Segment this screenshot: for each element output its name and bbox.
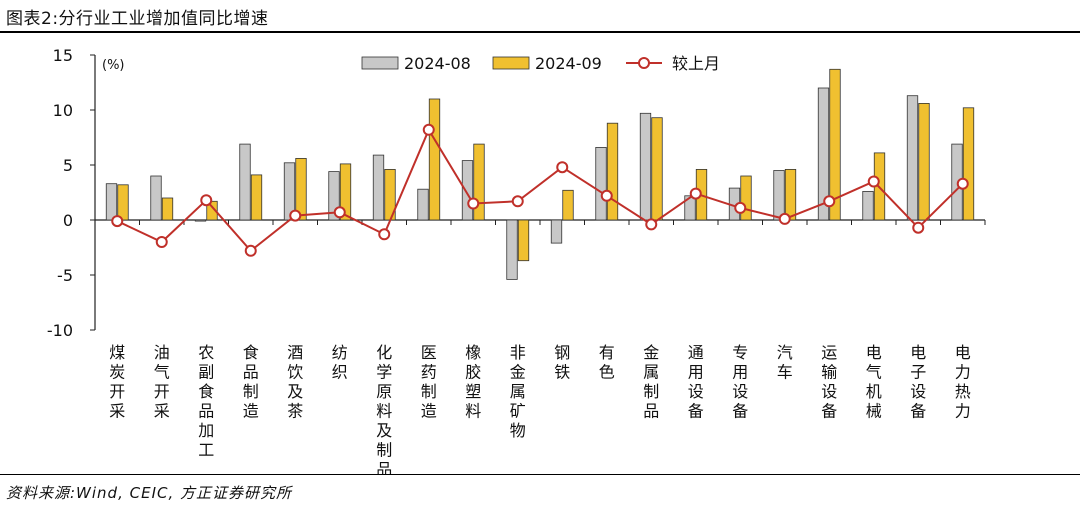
point-较上月 — [734, 201, 747, 214]
category-label: 运输设备 — [821, 343, 837, 421]
bar-2024-08 — [595, 146, 607, 221]
bar-2024-08 — [862, 190, 874, 221]
bar-2024-09 — [517, 219, 530, 262]
bar-2024-09 — [918, 103, 930, 221]
category-label: 油气开采 — [154, 343, 170, 421]
point-较上月 — [912, 221, 925, 234]
category-label: 有色 — [599, 343, 615, 382]
point-较上月 — [378, 228, 391, 241]
bar-2024-08 — [194, 219, 207, 222]
chart-area: 15 10 5 0 -5 -10 (%) 煤炭开采 油气开采 农副食品加工 食品制造 酒饮及茶 纺织化学… — [47, 46, 986, 474]
line-较上月 — [116, 127, 964, 253]
bar-2024-09 — [295, 157, 307, 221]
y-tick-label: 15 — [53, 46, 73, 65]
bar-2024-08 — [461, 160, 474, 221]
y-tick-label: -5 — [57, 266, 73, 285]
bar-2024-08 — [906, 95, 919, 221]
bar-2024-09 — [962, 107, 975, 221]
category-label: 橡胶塑料 — [465, 343, 481, 421]
y-tick-label: 0 — [63, 211, 73, 230]
bar-2024-08 — [150, 175, 162, 221]
point-较上月 — [467, 197, 480, 210]
bar-2024-09 — [784, 168, 797, 221]
bar-2024-08 — [639, 112, 652, 221]
bar-2024-09 — [473, 143, 485, 221]
point-较上月 — [689, 187, 702, 200]
point-较上月 — [289, 209, 302, 222]
bar-2024-08 — [105, 183, 118, 221]
bar-2024-09 — [606, 122, 619, 221]
bar-2024-08 — [239, 143, 251, 221]
source-note: 资料来源:Wind, CEIC, 方正证券研究所 — [6, 484, 293, 502]
bar-2024-08 — [506, 219, 518, 280]
y-tick-label: 5 — [63, 156, 73, 175]
category-label: 非金属矿物 — [510, 343, 526, 440]
category-label: 专用设备 — [732, 343, 748, 421]
category-label: 电子设备 — [910, 343, 926, 421]
bar-2024-08 — [550, 219, 563, 244]
y-tick-label: 10 — [53, 101, 73, 120]
point-较上月 — [823, 195, 836, 208]
point-较上月 — [155, 236, 168, 248]
legend-label-2024-09: 2024-09 — [535, 54, 602, 73]
bar-2024-09 — [562, 189, 574, 221]
category-label: 化学原料及制品 — [376, 343, 392, 474]
chart-title: 图表2:分行业工业增加值同比增速 — [6, 9, 269, 29]
legend-swatch-2024-09 — [492, 56, 530, 70]
category-label: 金属制品 — [643, 343, 659, 421]
category-label: 纺织 — [332, 343, 348, 382]
point-较上月 — [778, 212, 791, 225]
category-label: 电力热力 — [955, 343, 971, 421]
bar-2024-08 — [773, 170, 785, 221]
point-较上月 — [200, 194, 213, 207]
point-较上月 — [511, 195, 524, 208]
bar-2024-09 — [117, 184, 129, 221]
unit-label: (%) — [102, 58, 125, 73]
point-较上月 — [645, 218, 658, 231]
bar-2024-08 — [328, 171, 340, 221]
category-label: 煤炭开采 — [109, 343, 125, 421]
category-label: 医药制造 — [421, 343, 437, 421]
bar-2024-09 — [250, 174, 263, 221]
bar-2024-08 — [817, 87, 830, 221]
bottom-rule — [0, 474, 1080, 475]
legend-swatch-marker — [638, 57, 650, 69]
bar-2024-09 — [339, 163, 352, 221]
point-较上月 — [333, 206, 346, 219]
bar-2024-08 — [684, 195, 696, 221]
category-label: 通用设备 — [688, 343, 704, 421]
bar-2024-09 — [161, 197, 174, 221]
point-较上月 — [600, 189, 613, 202]
y-tick-label: -10 — [47, 321, 73, 340]
point-较上月 — [867, 175, 880, 188]
category-label: 汽车 — [777, 343, 793, 382]
category-label: 电气机械 — [866, 343, 882, 421]
category-label: 钢铁 — [554, 343, 570, 382]
point-较上月 — [556, 161, 569, 174]
category-label: 农副食品加工 — [198, 343, 214, 460]
bar-2024-08 — [372, 154, 385, 221]
point-较上月 — [422, 123, 435, 136]
bar-2024-09 — [829, 68, 841, 221]
bar-2024-08 — [417, 188, 429, 221]
point-较上月 — [111, 215, 124, 228]
point-较上月 — [244, 244, 257, 257]
category-label: 食品制造 — [243, 343, 259, 421]
bar-2024-09 — [651, 117, 663, 221]
legend-label-2024-08: 2024-08 — [404, 54, 471, 73]
top-rule — [0, 31, 1080, 33]
bar-2024-09 — [428, 98, 441, 221]
bar-2024-09 — [740, 175, 752, 221]
category-label: 酒饮及茶 — [287, 343, 303, 421]
legend-label-较上月: 较上月 — [672, 54, 720, 73]
point-较上月 — [956, 177, 969, 190]
legend-swatch-2024-08 — [361, 56, 399, 70]
